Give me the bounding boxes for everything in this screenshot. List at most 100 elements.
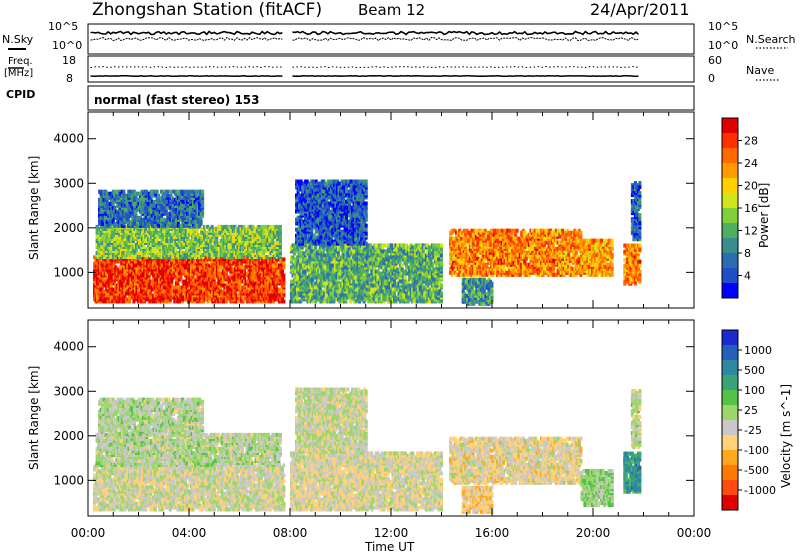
heatmap-cell [179,276,182,280]
heatmap-cell [220,262,223,266]
heatmap-cell [170,290,173,294]
heatmap-cell [163,264,166,268]
heatmap-cell [95,274,98,278]
power-heatmap-cells [93,180,641,306]
heatmap-cell [106,196,109,200]
cpid-text: normal (fast stereo) 153 [94,93,260,107]
heatmap-cell [161,276,164,280]
heatmap-cell [145,298,148,302]
heatmap-cell [201,210,204,214]
heatmap-cell [195,224,198,228]
heatmap-cell [272,268,275,272]
heatmap-cell [156,190,159,194]
freq-tick-top: 18 [62,54,76,67]
heatmap-cell [279,245,282,249]
heatmap-cell [146,253,149,257]
heatmap-cell [290,296,293,300]
noise-tick-bottom-right: 10^0 [708,39,738,52]
heatmap-cell [193,298,196,302]
heatmap-cell [305,288,308,292]
heatmap-cell [304,257,307,261]
heatmap-cell [332,300,335,304]
heatmap-cell [282,278,285,282]
heatmap-cell [202,253,205,257]
heatmap-cell [262,255,265,259]
heatmap-cell [259,253,262,257]
heatmap-cell [268,243,271,247]
heatmap-cell [243,225,246,229]
noise-tick-bottom-left: 10^0 [52,39,82,52]
nave-trace [91,67,639,68]
heatmap-cell [165,235,168,239]
heatmap-cell [151,280,154,284]
heatmap-cell [265,255,268,259]
nsky-label: N.Sky [2,33,34,46]
heatmap-cell [271,239,274,243]
heatmap-cell [193,247,196,251]
heatmap-cell [279,225,282,229]
heatmap-cell [174,247,177,251]
heatmap-cell [128,296,131,300]
heatmap-cell [176,268,179,272]
heatmap-cell [196,229,199,233]
heatmap-cell [149,292,152,296]
heatmap-cell [323,282,326,286]
heatmap-cell [340,255,343,259]
figure-title: Zhongshan Station (fitACF) [92,0,322,20]
heatmap-cell [325,257,328,261]
heatmap-cell [345,266,348,270]
heatmap-cell [144,239,147,243]
heatmap-cell [264,225,267,229]
heatmap-cell [200,220,203,224]
heatmap-cell [304,270,307,274]
noise-panel: N.Sky 10^5 10^0 10^5 10^0 N.Search [2,20,796,54]
heatmap-cell [361,290,364,294]
heatmap-cell [323,253,326,257]
heatmap-cell [282,282,285,286]
heatmap-cell [279,235,282,239]
nsearch-label: N.Search [746,33,796,46]
heatmap-cell [163,294,166,298]
heatmap-cell [153,247,156,251]
heatmap-cell [156,237,159,241]
heatmap-cell [102,237,105,241]
heatmap-cell [112,202,115,206]
heatmap-cell [282,300,285,304]
cpid-label: CPID [6,88,35,101]
heatmap-cell [292,255,295,259]
heatmap-cell [252,239,255,243]
heatmap-cell [107,260,110,264]
heatmap-cell [131,296,134,300]
heatmap-cell [166,194,169,198]
nave-label: Nave [746,64,774,77]
heatmap-cell [113,206,116,210]
heatmap-cell [372,288,375,292]
heatmap-cell [241,253,244,257]
heatmap-cell [166,212,169,216]
heatmap-cell [282,262,285,266]
heatmap-cell [271,225,274,229]
heatmap-cell [252,225,255,229]
heatmap-cell [208,268,211,272]
heatmap-cell [282,257,285,261]
heatmap-cell [188,190,191,194]
heatmap-cell [166,190,169,194]
beam-label: Beam 12 [358,1,425,19]
heatmap-cell [225,300,228,304]
heatmap-cell [126,251,129,255]
heatmap-cell [169,190,172,194]
heatmap-cell [132,300,135,304]
heatmap-cell [215,239,218,243]
freq-panel: Freq. [MHz] 18 8 60 0 Nave [4,54,780,85]
freq-label: Freq. [8,56,33,67]
nave-tick-top: 60 [708,54,722,67]
heatmap-cell [108,237,111,241]
heatmap-cell [349,300,352,304]
heatmap-cell [111,288,114,292]
heatmap-cell [157,224,160,228]
radar-figure: Zhongshan Station (fitACF) Beam 12 24/Ap… [0,0,800,554]
freq-tick-bottom: 8 [66,72,73,85]
nsky-trace [91,32,639,35]
nave-tick-bottom: 0 [708,72,715,85]
